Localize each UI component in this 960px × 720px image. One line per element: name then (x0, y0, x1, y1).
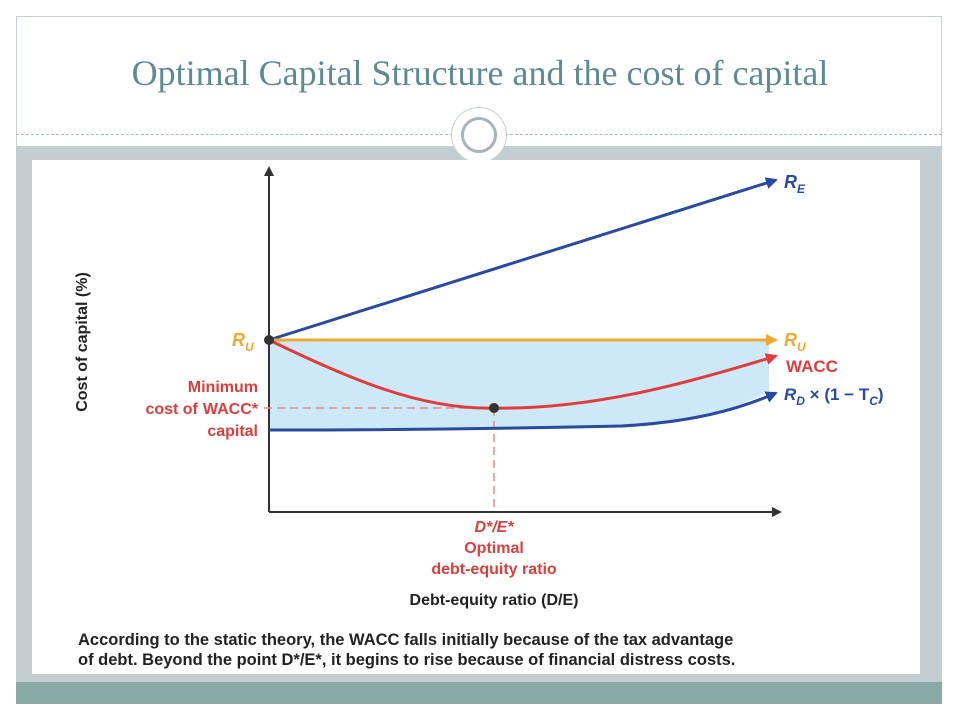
rd-after-tax-curve (268, 391, 778, 432)
diagram-figure: Cost of capital (%) RE RU WACC RD × (1 −… (32, 160, 920, 674)
divider-ring-icon (451, 107, 507, 163)
optimal-ratio-symbol: D*/E* (474, 519, 514, 536)
min-cost-line2: cost of WACC* (145, 401, 258, 418)
slide-title: Optimal Capital Structure and the cost o… (131, 53, 829, 93)
ru-right-label: RU (784, 330, 806, 354)
min-wacc-point (489, 403, 499, 413)
min-cost-line1: Minimum (188, 379, 258, 396)
re-label: RE (784, 172, 806, 196)
footer-band (16, 682, 942, 704)
optimal-ratio-line3: debt-equity ratio (431, 561, 557, 578)
optimal-ratio-line2: Optimal (464, 540, 524, 557)
caption-line-1: According to the static theory, the WACC… (78, 631, 734, 649)
wacc-label: WACC (786, 357, 838, 376)
caption-line-2: of debt. Beyond the point D*/E*, it begi… (78, 651, 736, 669)
y-axis-label: Cost of capital (%) (74, 272, 91, 412)
ru-intercept-point (264, 335, 274, 345)
x-axis-label: Debt-equity ratio (D/E) (410, 592, 579, 609)
rd-label: RD × (1 − TC) (784, 385, 884, 408)
diagram-svg: Cost of capital (%) RE RU WACC RD × (1 −… (74, 166, 884, 609)
ru-left-label: RU (232, 330, 254, 354)
min-cost-line3: capital (207, 423, 258, 440)
diagram-caption: According to the static theory, the WACC… (78, 630, 918, 670)
re-line (268, 177, 778, 342)
